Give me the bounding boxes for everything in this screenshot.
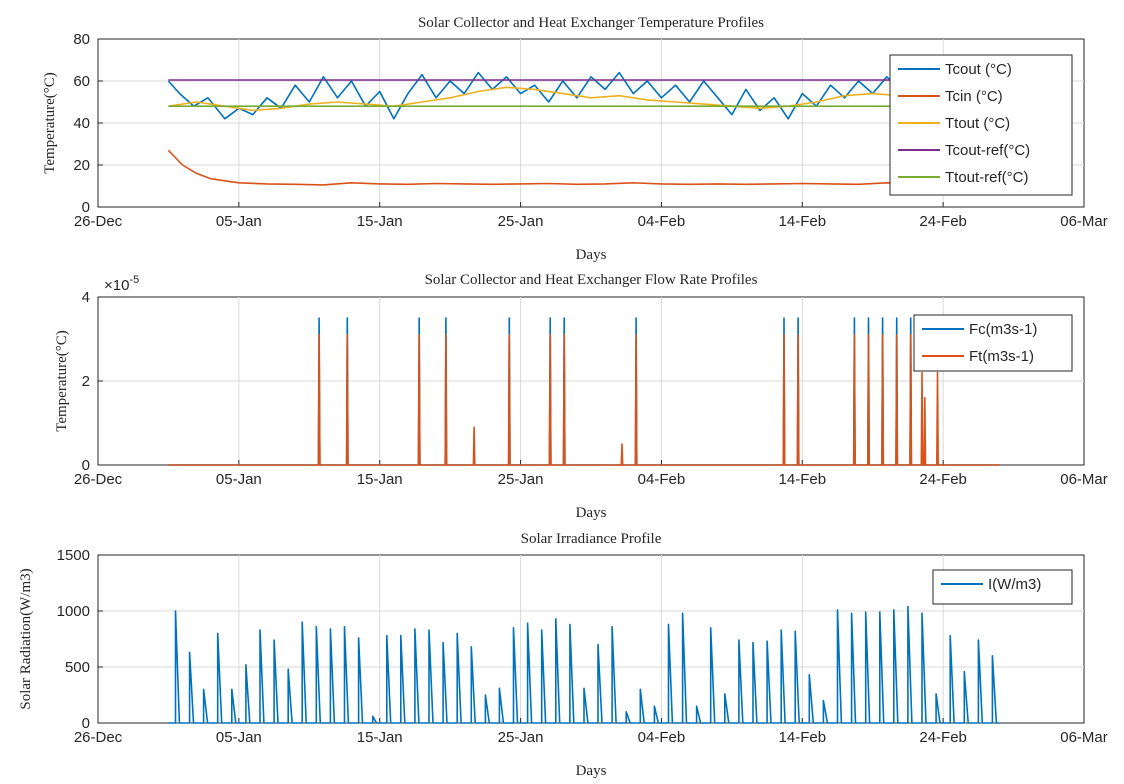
- y-tick-label: 2: [82, 373, 90, 390]
- x-tick-label: 25-Jan: [498, 471, 544, 488]
- legend: I(W/m3): [932, 569, 1073, 605]
- temperature-panel: Solar Collector and Heat Exchanger Tempe…: [42, 15, 1108, 263]
- legend: Tcout (°C) Tcin (°C) Ttout (°C) Tcout-ref(°…: [889, 54, 1073, 196]
- y-tick-label: 1500: [57, 547, 90, 564]
- series-line: [168, 333, 1000, 466]
- legend: Fc(m3s-1) Ft(m3s-1): [913, 314, 1073, 372]
- exponent-base: ×10: [104, 277, 129, 294]
- series-line: [168, 605, 1000, 724]
- legend-box: [913, 314, 1073, 372]
- legend-label: Tcin (°C): [945, 88, 1003, 105]
- x-tick-label: 06-Mar: [1060, 471, 1108, 488]
- y-axis-label: Temperature(°C): [42, 72, 58, 174]
- series-group: [168, 605, 1000, 724]
- x-tick-label: 25-Jan: [498, 213, 544, 230]
- x-tick-labels: 26-Dec 05-Jan 15-Jan 25-Jan 04-Feb 14-Feb 24-F…: [74, 729, 1108, 746]
- x-tick-label: 04-Feb: [638, 729, 686, 746]
- legend-label: Tcout (°C): [945, 61, 1012, 78]
- series-line: [167, 71, 958, 120]
- y-tick-label: 80: [73, 31, 90, 48]
- x-tick-label: 15-Jan: [357, 213, 403, 230]
- series-line: [167, 149, 958, 186]
- y-tick-label: 500: [65, 659, 90, 676]
- series-group: [167, 71, 958, 186]
- exponent-label: ×10-5: [104, 274, 139, 294]
- x-tick-label: 15-Jan: [357, 729, 403, 746]
- chart-title: Solar Collector and Heat Exchanger Tempe…: [418, 15, 764, 31]
- exponent-power: -5: [129, 274, 139, 286]
- y-axis-label: Temperature(°C): [54, 330, 70, 432]
- x-tick-label: 04-Feb: [638, 213, 686, 230]
- y-axis-label: Solar Radiation(W/m3): [18, 568, 34, 709]
- series-group: [168, 317, 1000, 466]
- x-tick-label: 14-Feb: [779, 213, 827, 230]
- y-tick-label: 20: [73, 157, 90, 174]
- x-axis-label: Days: [576, 763, 607, 779]
- x-tick-label: 05-Jan: [216, 729, 262, 746]
- x-tick-label: 14-Feb: [779, 471, 827, 488]
- x-tick-label: 24-Feb: [919, 213, 967, 230]
- chart-title: Solar Irradiance Profile: [521, 531, 662, 547]
- y-tick-label: 4: [82, 289, 90, 306]
- legend-box: [932, 569, 1073, 605]
- legend-label: Ft(m3s-1): [969, 348, 1034, 365]
- x-tick-label: 25-Jan: [498, 729, 544, 746]
- legend-label: Ttout-ref(°C): [945, 169, 1029, 186]
- legend-label: I(W/m3): [988, 576, 1041, 593]
- x-axis-label: Days: [576, 505, 607, 521]
- x-tick-label: 14-Feb: [779, 729, 827, 746]
- legend-label: Ttout (°C): [945, 115, 1010, 132]
- y-tick-label: 60: [73, 73, 90, 90]
- x-tick-label: 05-Jan: [216, 213, 262, 230]
- y-tick-labels: 0 500 1000 1500: [57, 547, 90, 732]
- y-tick-label: 0: [82, 199, 90, 216]
- flow-rate-panel: Solar Collector and Heat Exchanger Flow …: [54, 272, 1108, 521]
- x-tick-label: 04-Feb: [638, 471, 686, 488]
- x-tick-label: 15-Jan: [357, 471, 403, 488]
- y-tick-label: 1000: [57, 603, 90, 620]
- x-tick-label: 06-Mar: [1060, 213, 1108, 230]
- x-axis-label: Days: [576, 247, 607, 263]
- grid-lines: [97, 296, 1085, 466]
- x-tick-label: 26-Dec: [74, 729, 123, 746]
- chart-title: Solar Collector and Heat Exchanger Flow …: [425, 272, 758, 288]
- x-tick-label: 26-Dec: [74, 213, 123, 230]
- x-tick-label: 06-Mar: [1060, 729, 1108, 746]
- x-tick-labels: 26-Dec 05-Jan 15-Jan 25-Jan 04-Feb 14-Feb 24-F…: [74, 213, 1108, 230]
- y-tick-label: 40: [73, 115, 90, 132]
- x-tick-label: 26-Dec: [74, 471, 123, 488]
- x-tick-label: 05-Jan: [216, 471, 262, 488]
- x-tick-label: 24-Feb: [919, 471, 967, 488]
- legend-label: Tcout-ref(°C): [945, 142, 1030, 159]
- y-tick-labels: 0 2 4: [82, 289, 90, 474]
- irradiance-panel: Solar Irradiance Profile 26-Dec 05-Jan 15-…: [18, 531, 1108, 779]
- y-tick-labels: 0 20 40 60 80: [73, 31, 90, 216]
- legend-box: [889, 54, 1073, 196]
- x-tick-label: 24-Feb: [919, 729, 967, 746]
- y-tick-label: 0: [82, 715, 90, 732]
- x-tick-labels: 26-Dec 05-Jan 15-Jan 25-Jan 04-Feb 14-Feb 24-F…: [74, 471, 1108, 488]
- legend-label: Fc(m3s-1): [969, 321, 1037, 338]
- y-tick-label: 0: [82, 457, 90, 474]
